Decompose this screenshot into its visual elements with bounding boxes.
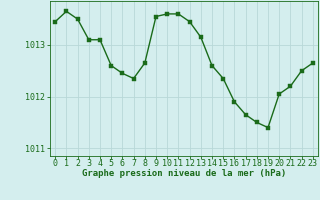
X-axis label: Graphe pression niveau de la mer (hPa): Graphe pression niveau de la mer (hPa) — [82, 169, 286, 178]
